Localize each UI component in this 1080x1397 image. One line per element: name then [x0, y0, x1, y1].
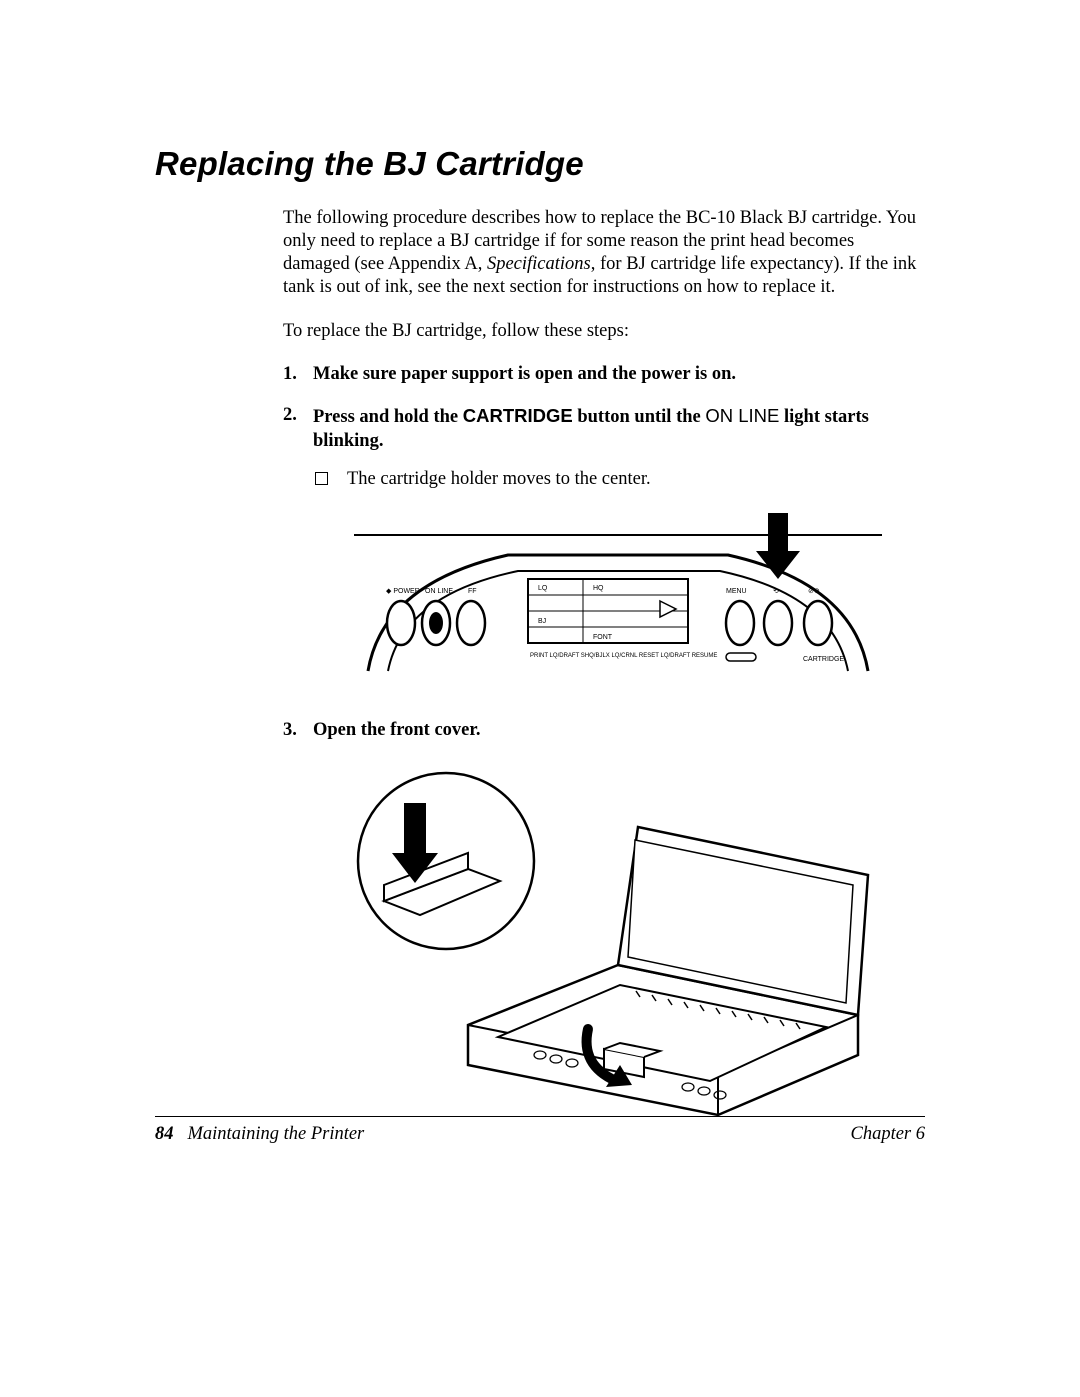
- body-block: The following procedure describes how to…: [283, 207, 923, 1152]
- svg-text:HQ: HQ: [593, 585, 604, 592]
- step-list: 1. Make sure paper support is open and t…: [283, 363, 923, 1153]
- open-cover-illustration: [348, 765, 888, 1145]
- intro-italic: Specifications: [487, 254, 591, 274]
- figure-1: ◆ POWER ON LINE FF LQ HQ BJ FONT: [313, 513, 923, 691]
- document-page: Replacing the BJ Cartridge The following…: [0, 0, 1080, 1397]
- step-3: 3. Open the front cover.: [283, 719, 923, 1152]
- footer-rule: [155, 1116, 925, 1117]
- step-2: 2. Press and hold the CARTRIDGE button u…: [283, 404, 923, 691]
- step-text-pre: Press and hold the: [313, 407, 463, 427]
- step-text: Open the front cover.: [313, 720, 481, 740]
- svg-text:FONT: FONT: [593, 634, 613, 641]
- figure-2: [313, 765, 923, 1153]
- online-label: ON LINE: [705, 405, 779, 426]
- step-1: 1. Make sure paper support is open and t…: [283, 363, 923, 387]
- bullet-box-icon: [315, 472, 328, 485]
- svg-text:MENU: MENU: [726, 588, 747, 595]
- page-number: 84: [155, 1124, 174, 1145]
- step-text: Make sure paper support is open and the …: [313, 364, 736, 384]
- lead-in-text: To replace the BJ cartridge, follow thes…: [283, 320, 923, 343]
- intro-paragraph: The following procedure describes how to…: [283, 207, 923, 300]
- step-2-bullet: The cartridge holder moves to the center…: [313, 468, 923, 492]
- svg-text:PRINT LQ/DRAFT SHQ/BJLX LQ/: PRINT LQ/DRAFT SHQ/BJLX LQ/CRNL RESET LQ…: [530, 653, 717, 659]
- step-text-mid: button until the: [573, 407, 706, 427]
- footer-chapter: Chapter 6: [850, 1124, 925, 1145]
- svg-text:ON LINE: ON LINE: [425, 588, 453, 595]
- bullet-text: The cartridge holder moves to the center…: [347, 469, 651, 489]
- svg-text:CARTRIDGE: CARTRIDGE: [803, 656, 844, 663]
- svg-text:FF: FF: [468, 588, 477, 595]
- control-panel-illustration: ◆ POWER ON LINE FF LQ HQ BJ FONT: [348, 513, 888, 683]
- step-number: 2.: [283, 404, 297, 428]
- step-number: 3.: [283, 719, 297, 743]
- footer-left: 84 Maintaining the Printer: [155, 1124, 364, 1145]
- svg-text:◆ POWER: ◆ POWER: [386, 588, 420, 595]
- svg-text:⊘⊘: ⊘⊘: [808, 588, 820, 595]
- cartridge-button-label: CARTRIDGE: [463, 405, 573, 426]
- svg-text:BJ: BJ: [538, 618, 546, 625]
- page-footer: 84 Maintaining the Printer Chapter 6: [155, 1124, 925, 1145]
- footer-section-title: Maintaining the Printer: [188, 1124, 365, 1145]
- svg-text:LQ: LQ: [538, 585, 548, 592]
- svg-text:⟲: ⟲: [773, 588, 779, 595]
- section-title: Replacing the BJ Cartridge: [155, 145, 925, 183]
- step-number: 1.: [283, 363, 297, 387]
